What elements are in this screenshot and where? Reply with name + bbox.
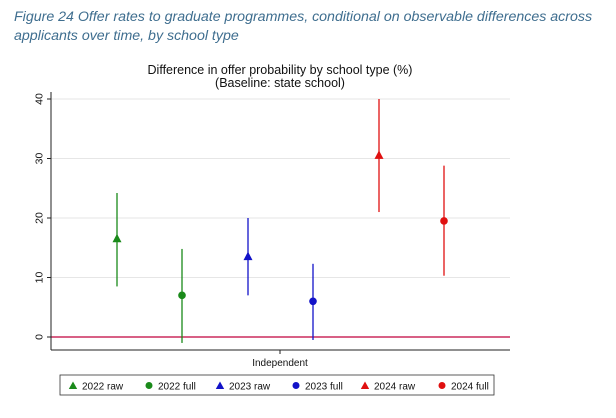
y-tick-label-30: 30 (34, 153, 46, 165)
series-2023-raw (243, 218, 253, 296)
legend-item-2022-full: 2022 full (145, 382, 196, 393)
series-2024-full (440, 165, 448, 276)
legend-circle-marker (145, 382, 153, 389)
legend-label: 2022 raw (82, 382, 124, 393)
series-2022-full (178, 248, 186, 343)
legend-item-2023-raw: 2023 raw (215, 381, 271, 393)
legend-triangle-marker (215, 381, 225, 389)
point-2022-full (178, 291, 186, 300)
legend-item-2024-raw: 2024 raw (360, 381, 416, 393)
point-2024-raw (374, 150, 384, 159)
legend-item-2023-full: 2023 full (292, 382, 343, 393)
legend-label: 2023 full (305, 382, 343, 393)
chart-title: Difference in offer probability by schoo… (148, 63, 413, 77)
legend-label: 2022 full (158, 382, 196, 393)
series-2023-full (309, 263, 317, 340)
chart-subtitle: (Baseline: state school) (215, 76, 345, 90)
point-2023-raw (243, 251, 253, 261)
legend-circle-marker (438, 382, 446, 389)
legend-triangle-marker (68, 381, 78, 389)
y-tick-label-40: 40 (34, 93, 46, 105)
y-tick-label-20: 20 (34, 212, 46, 224)
y-axis-ticks: 0 10 20 30 40 (34, 93, 51, 340)
legend-item-2022-raw: 2022 raw (68, 381, 124, 393)
legend: 2022 raw 2022 full 2023 raw 2023 full 2024 r… (68, 381, 489, 393)
series-2022-raw (112, 193, 122, 287)
legend-label: 2024 raw (374, 382, 416, 393)
legend-circle-marker (292, 382, 300, 389)
y-tick-label-10: 10 (34, 272, 46, 284)
caption-line-2: applicants over time, by school type (14, 28, 239, 44)
point-2023-full (309, 297, 317, 306)
caption-line-1: Figure 24 Offer rates to graduate progra… (14, 9, 593, 25)
legend-label: 2023 raw (229, 382, 271, 393)
series-markers (112, 99, 448, 343)
gridlines (51, 98, 510, 278)
legend-triangle-marker (360, 381, 370, 389)
point-2022-raw (112, 233, 122, 243)
x-category-label: Independent (252, 358, 308, 369)
legend-label: 2024 full (451, 382, 489, 393)
legend-item-2024-full: 2024 full (438, 382, 489, 393)
point-2024-full (440, 217, 448, 225)
y-tick-label-0: 0 (34, 334, 46, 340)
series-2024-raw (374, 99, 384, 213)
figure-caption: Figure 24 Offer rates to graduate progra… (14, 8, 610, 46)
legend-box (59, 374, 495, 396)
